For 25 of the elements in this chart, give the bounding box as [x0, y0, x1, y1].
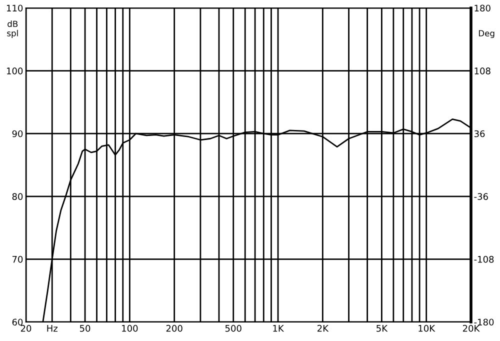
y-tick-label: 110	[6, 4, 23, 12]
y-tick-label: 60	[12, 318, 23, 326]
y2-tick-label: -36	[474, 193, 488, 200]
x-tick-label: Hz	[47, 325, 58, 332]
y-tick-label: 90	[12, 130, 23, 138]
x-tick-label: 20K	[462, 324, 480, 332]
y-tick-label: 80	[12, 193, 23, 200]
y-tick-label: 70	[12, 256, 23, 263]
y2-tick-label: 36	[474, 130, 485, 138]
y-tick-label: 100	[6, 68, 23, 74]
x-tick-label: 200	[166, 324, 182, 332]
y2-tick-label: 108	[474, 68, 490, 74]
y2-tick-label: -180	[474, 318, 494, 326]
x-tick-label: 10K	[418, 324, 436, 332]
x-tick-label: 500	[225, 324, 242, 332]
x-tick-label: 50	[80, 324, 90, 332]
y2-axis-title: Deg	[478, 30, 494, 38]
x-tick-label: 2K	[317, 324, 329, 332]
y2-tick-label: 180	[474, 4, 490, 12]
x-tick-label: 100	[122, 324, 138, 332]
x-tick-label: 1K	[273, 325, 284, 332]
y2-tick-label: -108	[474, 256, 494, 263]
y-axis-title: dB spl	[7, 20, 18, 38]
x-tick-label: 5K	[376, 325, 388, 332]
x-tick-label: 20	[20, 324, 32, 332]
